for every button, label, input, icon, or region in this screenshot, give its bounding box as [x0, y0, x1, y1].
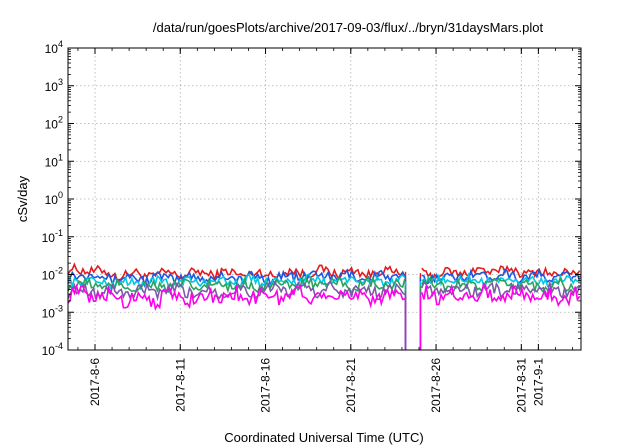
y-axis: 10-4 10-3 10-2 10-1 100 101 102 103 104	[42, 39, 581, 358]
series-line	[67, 268, 581, 289]
y-axis-label: cSv/day	[15, 175, 30, 222]
series-line	[67, 262, 581, 284]
x-tick-label: 2017-8-26	[429, 358, 443, 413]
y-tick-label: 10-1	[42, 228, 63, 245]
x-tick-label: 2017-8-11	[173, 358, 187, 412]
x-tick-label: 2017-8-6	[88, 358, 102, 406]
series-line	[67, 272, 580, 291]
grid	[68, 48, 581, 350]
x-tick-label: 2017-9-1	[531, 358, 545, 406]
chart-title: /data/run/goesPlots/archive/2017-09-03/f…	[153, 20, 544, 35]
x-axis: 2017-8-6 2017-8-11 2017-8-16 2017-8-21 2017-…	[77, 48, 573, 413]
y-tick-label: 103	[45, 77, 63, 94]
x-tick-label: 2017-8-21	[344, 358, 358, 413]
x-tick-label: 2017-8-16	[259, 358, 273, 413]
y-tick-label: 104	[45, 39, 63, 56]
x-tick-label: 2017-8-31	[514, 358, 528, 413]
y-tick-label: 10-3	[42, 303, 63, 320]
y-tick-label: 10-4	[42, 341, 63, 358]
y-tick-label: 10-2	[42, 266, 63, 283]
series-layer	[67, 262, 581, 350]
series-line	[67, 281, 581, 311]
y-tick-label: 101	[45, 152, 63, 169]
series-line	[67, 275, 581, 295]
x-axis-label: Coordinated Universal Time (UTC)	[224, 430, 423, 445]
y-tick-label: 100	[45, 190, 63, 207]
y-tick-label: 102	[45, 115, 63, 132]
